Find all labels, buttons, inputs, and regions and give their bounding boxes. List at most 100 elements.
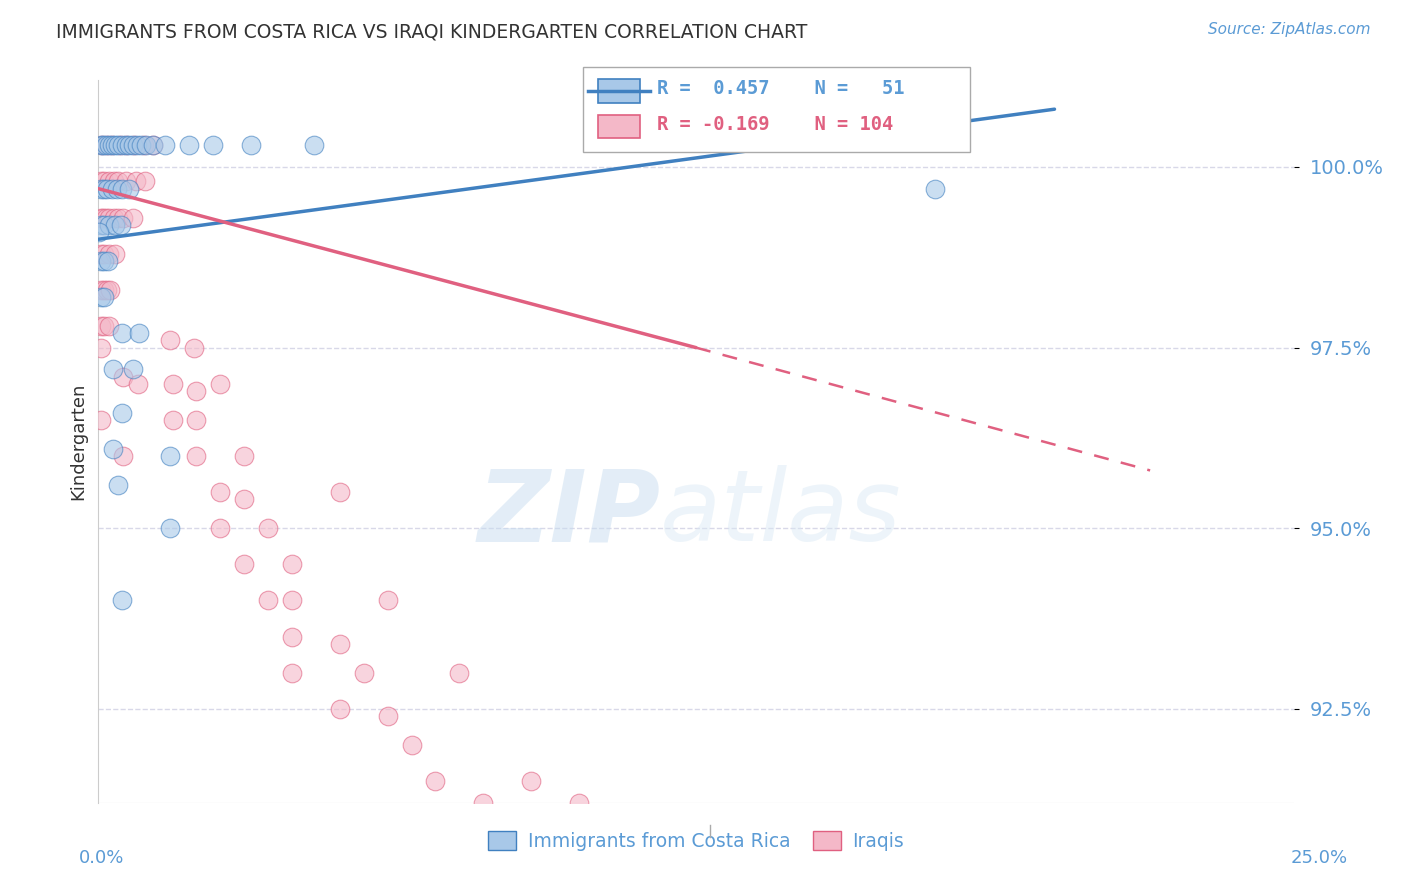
Point <box>97 254 120 268</box>
Point <box>90 318 112 333</box>
Point <box>135 138 157 153</box>
Point <box>93 218 115 232</box>
Point <box>115 174 138 188</box>
Point <box>186 413 208 427</box>
Point <box>179 138 201 153</box>
Point <box>472 796 495 810</box>
Point <box>90 283 112 297</box>
Point <box>209 376 232 391</box>
Text: Source: ZipAtlas.com: Source: ZipAtlas.com <box>1208 22 1371 37</box>
Point <box>162 376 184 391</box>
Point <box>118 138 141 153</box>
Point <box>96 283 118 297</box>
Point <box>93 246 115 260</box>
Text: 25.0%: 25.0% <box>1291 849 1347 867</box>
Point <box>233 492 256 507</box>
Point <box>240 138 263 153</box>
Point <box>91 138 114 153</box>
Point <box>111 593 134 607</box>
Point <box>257 593 280 607</box>
Point <box>449 665 471 680</box>
Point <box>924 182 946 196</box>
Point <box>281 665 304 680</box>
Point <box>96 182 118 196</box>
Point <box>96 138 118 153</box>
Point <box>520 774 543 789</box>
Point <box>97 138 120 153</box>
Point <box>90 174 112 188</box>
Point <box>124 138 146 153</box>
Point <box>209 521 232 535</box>
Point <box>107 211 129 225</box>
Point <box>110 218 132 232</box>
Point <box>329 485 352 500</box>
Point <box>425 774 447 789</box>
Point <box>104 138 127 153</box>
Point <box>101 138 124 153</box>
Point <box>91 211 114 225</box>
Point <box>377 709 399 723</box>
Point <box>401 738 423 752</box>
Point <box>104 246 127 260</box>
Point <box>97 174 120 188</box>
Point <box>115 138 138 153</box>
Point <box>98 283 122 297</box>
Point <box>93 283 115 297</box>
Point <box>93 182 115 196</box>
Text: ZIP: ZIP <box>477 466 661 562</box>
Point <box>90 254 112 268</box>
Point <box>329 702 352 716</box>
Text: R =  0.457    N =   51: R = 0.457 N = 51 <box>657 79 904 98</box>
Text: 0.0%: 0.0% <box>79 849 124 867</box>
Point <box>97 246 120 260</box>
Point <box>107 138 129 153</box>
Point <box>104 218 127 232</box>
Point <box>91 138 114 153</box>
Point <box>111 138 134 153</box>
Point <box>125 138 148 153</box>
Point <box>107 174 129 188</box>
Point <box>94 211 117 225</box>
Point <box>115 138 138 153</box>
Point <box>209 485 232 500</box>
Point <box>127 376 149 391</box>
Point <box>90 341 112 355</box>
Point <box>101 182 124 196</box>
Point <box>159 449 181 463</box>
Point <box>159 521 181 535</box>
Point <box>568 796 591 810</box>
Point <box>128 326 150 341</box>
Point <box>90 182 112 196</box>
Point <box>111 326 134 341</box>
Point <box>159 334 181 348</box>
Point <box>89 225 111 239</box>
Point <box>93 318 115 333</box>
Point <box>142 138 165 153</box>
Point <box>202 138 225 153</box>
Point <box>132 138 155 153</box>
Point <box>93 290 115 304</box>
Point <box>112 211 135 225</box>
Point <box>121 211 143 225</box>
Point <box>186 449 208 463</box>
Point <box>233 449 256 463</box>
Text: R = -0.169    N = 104: R = -0.169 N = 104 <box>657 115 893 134</box>
Point <box>112 369 135 384</box>
Point <box>121 138 143 153</box>
Point <box>101 362 124 376</box>
Point <box>94 138 117 153</box>
Point <box>97 218 120 232</box>
Point <box>233 558 256 572</box>
Point <box>97 318 120 333</box>
Point <box>107 478 129 492</box>
Point <box>90 413 112 427</box>
Text: atlas: atlas <box>661 466 901 562</box>
Point <box>108 138 131 153</box>
Point <box>101 138 124 153</box>
Point <box>377 593 399 607</box>
Point <box>353 665 375 680</box>
Point <box>101 442 124 456</box>
Text: IMMIGRANTS FROM COSTA RICA VS IRAQI KINDERGARTEN CORRELATION CHART: IMMIGRANTS FROM COSTA RICA VS IRAQI KIND… <box>56 22 807 41</box>
Point <box>97 211 120 225</box>
Point <box>134 174 156 188</box>
